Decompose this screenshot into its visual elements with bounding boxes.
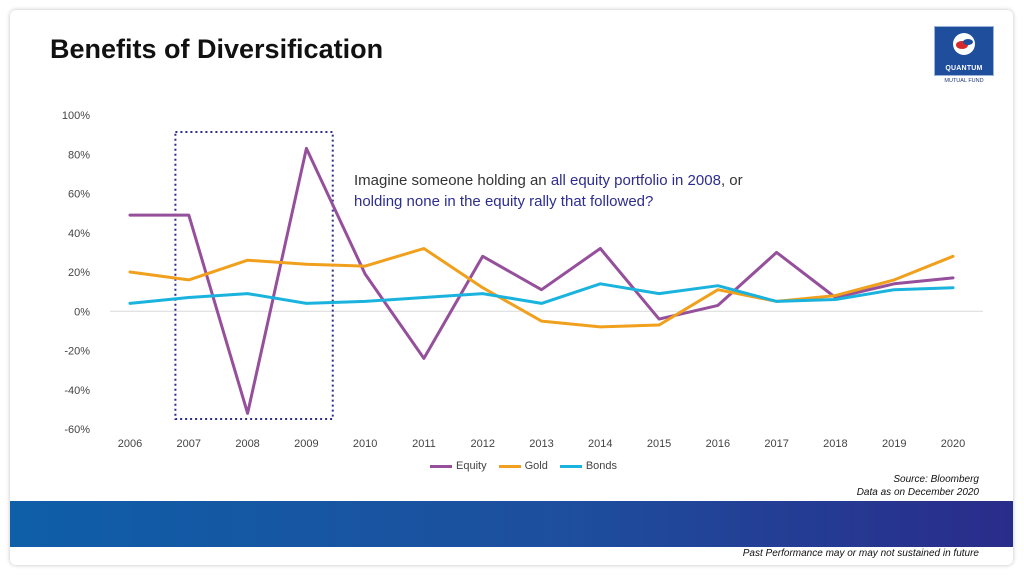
series-line-equity	[128, 146, 955, 415]
disclaimer: Past Performance may or may not sustaine…	[742, 548, 979, 559]
annotation-highlight-2: holding none in the equity rally that fo…	[354, 193, 654, 210]
y-tick-label: 100%	[62, 110, 90, 122]
source-note: Source: Bloomberg Data as on December 20…	[857, 473, 979, 499]
series-line-gold	[128, 247, 955, 329]
logo-wordmark: QUANTUM	[945, 65, 983, 72]
legend-swatch-equity	[430, 464, 452, 468]
y-tick-label: -60%	[64, 424, 90, 436]
y-tick-label: 20%	[68, 267, 90, 279]
footer-band	[10, 501, 1013, 547]
x-tick-label: 2018	[823, 438, 847, 450]
x-tick-label: 2019	[882, 438, 906, 450]
x-tick-label: 2010	[353, 438, 377, 450]
x-tick-label: 2009	[294, 438, 318, 450]
line-chart: 100% 80% 60% 40% 20% 0% -20% -40% -60% 2006 2007 20…	[62, 110, 983, 450]
x-tick-label: 2008	[235, 438, 259, 450]
highlight-box	[174, 131, 334, 420]
logo-subtitle: MUTUAL FUND	[944, 78, 984, 84]
y-tick-label: 40%	[68, 228, 90, 240]
y-tick-label: 0%	[74, 306, 90, 318]
legend-item-bonds: Bonds	[559, 460, 618, 472]
globe-icon	[953, 33, 975, 55]
x-tick-label: 2007	[177, 438, 201, 450]
x-tick-label: 2020	[941, 438, 965, 450]
annotation-text: Imagine someone holding an	[354, 172, 551, 189]
slide: Benefits of Diversification QUANTUM MUTU…	[10, 10, 1013, 565]
legend-swatch-gold	[498, 464, 521, 468]
data-date-label: Data as on December 2020	[856, 487, 979, 498]
series-line-bonds	[128, 282, 955, 305]
chart-annotation: Imagine someone holding an all equity po…	[354, 170, 824, 212]
legend-label-equity: Equity	[456, 460, 487, 472]
x-tick-label: 2011	[412, 438, 436, 450]
x-tick-label: 2012	[470, 438, 494, 450]
x-tick-label: 2014	[588, 438, 612, 450]
annotation-text-end: , or	[720, 172, 743, 189]
page-title: Benefits of Diversification	[50, 34, 384, 64]
x-tick-label: 2006	[118, 438, 142, 450]
y-tick-label: 60%	[68, 189, 90, 201]
x-tick-label: 2017	[764, 438, 788, 450]
legend-item-equity: Equity	[430, 460, 487, 472]
y-tick-label: -20%	[64, 346, 90, 358]
chart-legend: Equity Gold Bonds	[430, 460, 617, 472]
x-tick-label: 2013	[529, 438, 553, 450]
quantum-logo: QUANTUM MUTUAL FUND	[934, 26, 994, 90]
legend-swatch-bonds	[559, 464, 582, 468]
legend-label-gold: Gold	[524, 460, 548, 472]
x-tick-label: 2016	[706, 438, 730, 450]
annotation-highlight-1: all equity portfolio in 2008	[550, 172, 721, 189]
y-tick-label: 80%	[68, 149, 90, 161]
source-label: Source: Bloomberg	[893, 474, 979, 485]
x-tick-label: 2015	[647, 438, 671, 450]
y-tick-label: -40%	[64, 385, 90, 397]
logo-badge: QUANTUM	[934, 26, 994, 76]
legend-label-bonds: Bonds	[585, 460, 618, 472]
legend-item-gold: Gold	[498, 460, 548, 472]
